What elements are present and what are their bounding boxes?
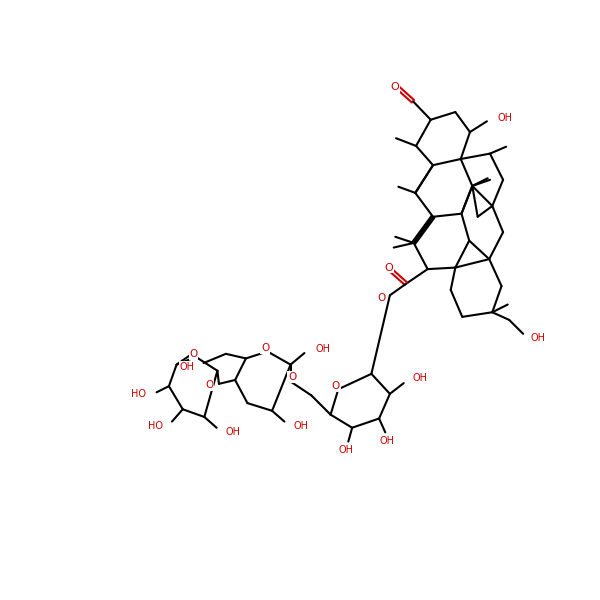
Text: OH: OH <box>315 344 330 354</box>
Text: OH: OH <box>179 362 194 372</box>
Text: OH: OH <box>497 113 512 123</box>
Text: O: O <box>384 263 393 272</box>
Text: OH: OH <box>379 436 394 446</box>
Text: OH: OH <box>531 332 546 343</box>
Text: OH: OH <box>413 373 428 383</box>
Text: OH: OH <box>226 427 241 437</box>
Text: OH: OH <box>338 445 353 455</box>
Text: OH: OH <box>293 421 308 431</box>
Text: O: O <box>332 381 340 391</box>
Text: HO: HO <box>131 389 146 399</box>
Text: O: O <box>205 380 214 391</box>
Text: O: O <box>377 293 385 302</box>
Text: O: O <box>261 343 269 353</box>
Text: O: O <box>190 349 197 359</box>
Text: O: O <box>288 372 296 382</box>
Text: HO: HO <box>148 421 163 431</box>
Text: O: O <box>390 82 399 92</box>
